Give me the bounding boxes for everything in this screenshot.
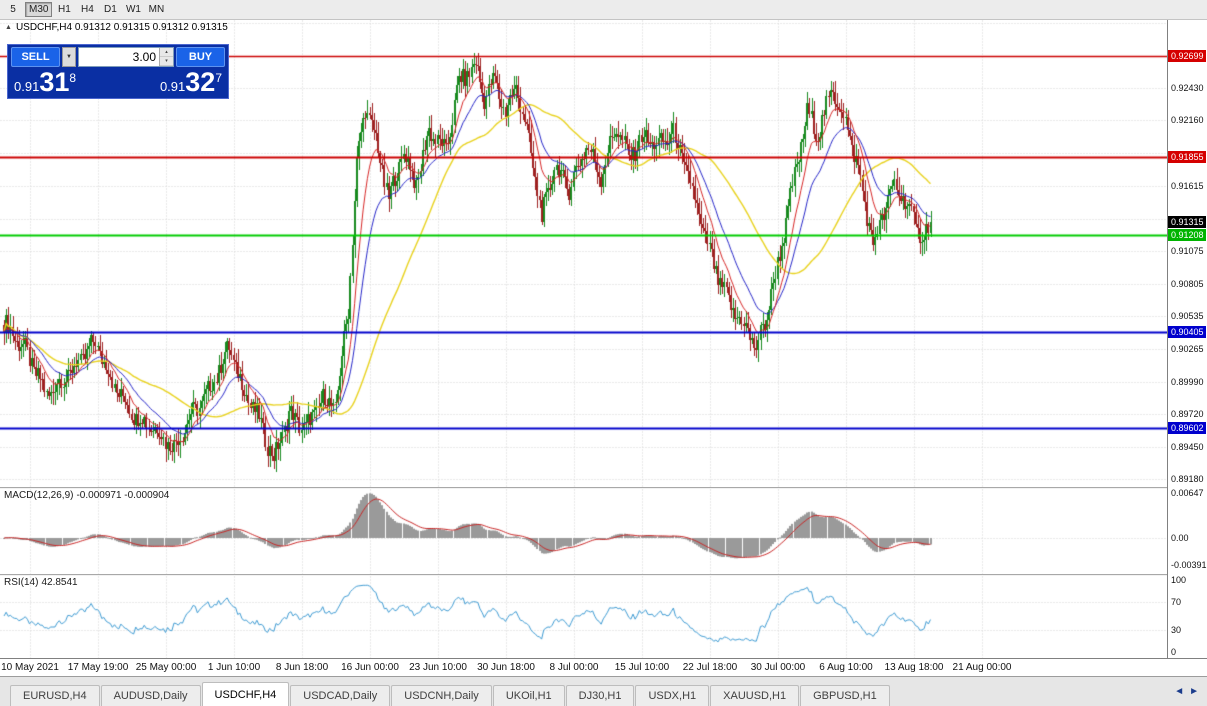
price-axis-label-0.92160: 0.92160 bbox=[1171, 115, 1204, 125]
price-level-badge-0.90405: 0.90405 bbox=[1168, 326, 1206, 338]
time-axis-label-13: 13 Aug 18:00 bbox=[884, 662, 944, 673]
tab-scroll-arrows: ◄ ► bbox=[1174, 677, 1207, 706]
price-axis-label-0.90265: 0.90265 bbox=[1171, 344, 1204, 354]
tabs-bar: EURUSD,H4 AUDUSD,Daily USDCHF,H4 USDCAD,Dai… bbox=[0, 676, 1207, 706]
buy-price[interactable]: 0.91 32 7 bbox=[160, 67, 222, 97]
chart-header: ▲ USDCHF,H4 0.91312 0.91315 0.91312 0.91… bbox=[5, 22, 228, 33]
rsi-pane-separator[interactable] bbox=[0, 574, 1207, 576]
timeframe-button-m30[interactable]: M30 bbox=[25, 2, 53, 17]
timeframe-button-w1[interactable]: W1 bbox=[125, 4, 141, 15]
one-click-trading-panel: SELL ▼ 3.00 ▴ ▾ BUY 0.91 31 8 0.91 32 7 bbox=[7, 44, 229, 99]
price-axis-label-0.89450: 0.89450 bbox=[1171, 442, 1204, 452]
chart-tab-usdchf-h4[interactable]: USDCHF,H4 bbox=[201, 682, 290, 706]
chart-tab-xauusd-h1[interactable]: XAUUSD,H1 bbox=[710, 685, 800, 706]
chart-tab-eurusd-h4[interactable]: EURUSD,H4 bbox=[10, 685, 100, 706]
chart-ohlc-label: USDCHF,H4 0.91312 0.91315 0.91312 0.9131… bbox=[15, 22, 228, 33]
macd-axis-label-0.00647: 0.00647 bbox=[1171, 488, 1204, 498]
chart-tab-usdcnh-daily[interactable]: USDCNH,Daily bbox=[391, 685, 492, 706]
timeframe-button-5[interactable]: 5 bbox=[10, 4, 16, 15]
spinner-down-icon[interactable]: ▾ bbox=[160, 57, 173, 66]
timeframe-button-mn[interactable]: MN bbox=[148, 4, 165, 15]
chart-tab-gbpusd-h1[interactable]: GBPUSD,H1 bbox=[800, 685, 890, 706]
time-axis-label-1: 17 May 19:00 bbox=[67, 662, 129, 673]
macd-pane-separator[interactable] bbox=[0, 487, 1207, 489]
price-axis-label-0.89720: 0.89720 bbox=[1171, 409, 1204, 419]
rsi-axis-label-100: 100 bbox=[1171, 575, 1187, 585]
price-axis[interactable]: 0.92699 0.92430 0.92160 0.91855 0.91615 0.913… bbox=[1167, 20, 1207, 658]
sell-price-pip: 8 bbox=[69, 71, 77, 85]
time-axis-label-0: 10 May 2021 bbox=[1, 662, 59, 673]
price-axis-label-0.90805: 0.90805 bbox=[1171, 279, 1204, 289]
macd-indicator-chart[interactable] bbox=[0, 489, 1167, 574]
chart-window: ▲ USDCHF,H4 0.91312 0.91315 0.91312 0.91… bbox=[0, 20, 1207, 676]
time-axis-label-3: 1 Jun 10:00 bbox=[207, 662, 261, 673]
sell-price-main: 31 bbox=[39, 67, 70, 97]
chart-tab-usdcad-daily[interactable]: USDCAD,Daily bbox=[290, 685, 391, 706]
rsi-name: RSI(14) bbox=[4, 577, 39, 588]
time-axis-label-9: 15 Jul 10:00 bbox=[614, 662, 670, 673]
macd-name: MACD(12,26,9) bbox=[4, 490, 74, 501]
chart-tab-dj30-h1[interactable]: DJ30,H1 bbox=[565, 685, 635, 706]
price-axis-label-0.91615: 0.91615 bbox=[1171, 181, 1204, 191]
price-axis-label-0.90535: 0.90535 bbox=[1171, 311, 1204, 321]
price-level-badge-0.91855: 0.91855 bbox=[1168, 151, 1206, 163]
buy-price-main: 32 bbox=[185, 67, 216, 97]
chart-tab-usdx-h1[interactable]: USDX,H1 bbox=[635, 685, 710, 706]
price-level-badge-0.89602: 0.89602 bbox=[1168, 422, 1206, 434]
timeframe-button-h4[interactable]: H4 bbox=[81, 4, 94, 15]
price-level-badge-0.91315: 0.91315 bbox=[1168, 216, 1206, 228]
price-axis-label-0.89990: 0.89990 bbox=[1171, 377, 1204, 387]
one-click-toggle-icon[interactable]: ▲ bbox=[5, 24, 12, 31]
price-axis-label-0.89180: 0.89180 bbox=[1171, 474, 1204, 484]
timeframe-button-d1[interactable]: D1 bbox=[104, 4, 117, 15]
time-axis-label-7: 30 Jun 18:00 bbox=[477, 662, 535, 673]
macd-axis-label--0.00391: -0.00391 bbox=[1171, 560, 1207, 570]
lot-size-field: 3.00 ▴ ▾ bbox=[78, 47, 174, 67]
time-axis-label-5: 16 Jun 00:00 bbox=[341, 662, 399, 673]
price-axis-label-0.91075: 0.91075 bbox=[1171, 246, 1204, 256]
rsi-indicator-chart[interactable] bbox=[0, 576, 1167, 658]
sell-button[interactable]: SELL bbox=[11, 47, 60, 67]
spinner-up-icon[interactable]: ▴ bbox=[160, 48, 173, 57]
chart-tabs: EURUSD,H4 AUDUSD,Daily USDCHF,H4 USDCAD,Dai… bbox=[0, 677, 891, 706]
time-axis-label-6: 23 Jun 10:00 bbox=[409, 662, 467, 673]
time-axis-label-10: 22 Jul 18:00 bbox=[682, 662, 738, 673]
lot-dropdown-button[interactable]: ▼ bbox=[62, 47, 76, 67]
time-axis-label-8: 8 Jul 00:00 bbox=[549, 662, 599, 673]
tab-scroll-right-button[interactable]: ► bbox=[1189, 686, 1199, 697]
price-axis-label-0.92430: 0.92430 bbox=[1171, 83, 1204, 93]
rsi-axis-label-0: 0 bbox=[1171, 647, 1177, 657]
rsi-value: 42.8541 bbox=[41, 577, 78, 588]
time-axis-label-11: 30 Jul 00:00 bbox=[750, 662, 806, 673]
time-axis[interactable]: 10 May 2021 17 May 19:00 25 May 00:00 1 Jun… bbox=[0, 658, 1207, 676]
buy-price-prefix: 0.91 bbox=[159, 79, 186, 94]
rsi-axis-label-30: 30 bbox=[1171, 625, 1182, 635]
macd-axis-label-0.00: 0.00 bbox=[1171, 533, 1189, 543]
chart-tab-ukoil-h1[interactable]: UKOil,H1 bbox=[492, 685, 565, 706]
time-axis-label-14: 21 Aug 00:00 bbox=[952, 662, 1012, 673]
time-axis-label-2: 25 May 00:00 bbox=[135, 662, 197, 673]
timeframe-button-h1[interactable]: H1 bbox=[58, 4, 71, 15]
rsi-label: RSI(14) 42.8541 bbox=[4, 577, 81, 588]
buy-button[interactable]: BUY bbox=[176, 47, 225, 67]
price-level-badge-0.91208: 0.91208 bbox=[1168, 229, 1206, 241]
lot-size-input[interactable]: 3.00 bbox=[132, 50, 156, 64]
tab-scroll-left-button[interactable]: ◄ bbox=[1174, 686, 1185, 697]
time-axis-label-4: 8 Jun 18:00 bbox=[275, 662, 329, 673]
time-axis-label-12: 6 Aug 10:00 bbox=[819, 662, 873, 673]
buy-price-pip: 7 bbox=[215, 71, 222, 85]
price-level-badge-0.92699: 0.92699 bbox=[1168, 50, 1206, 62]
sell-price-prefix: 0.91 bbox=[14, 79, 40, 94]
chart-tab-audusd-daily[interactable]: AUDUSD,Daily bbox=[100, 685, 201, 706]
macd-label: MACD(12,26,9) -0.000971 -0.000904 bbox=[4, 490, 172, 501]
timeframe-toolbar: 5 M30 H1 H4 D1 W1 MN bbox=[0, 0, 1207, 20]
sell-price[interactable]: 0.91 31 8 bbox=[14, 67, 76, 97]
lot-spinner[interactable]: ▴ ▾ bbox=[159, 48, 173, 66]
macd-values: -0.000971 -0.000904 bbox=[76, 490, 170, 501]
rsi-axis-label-70: 70 bbox=[1171, 597, 1182, 607]
